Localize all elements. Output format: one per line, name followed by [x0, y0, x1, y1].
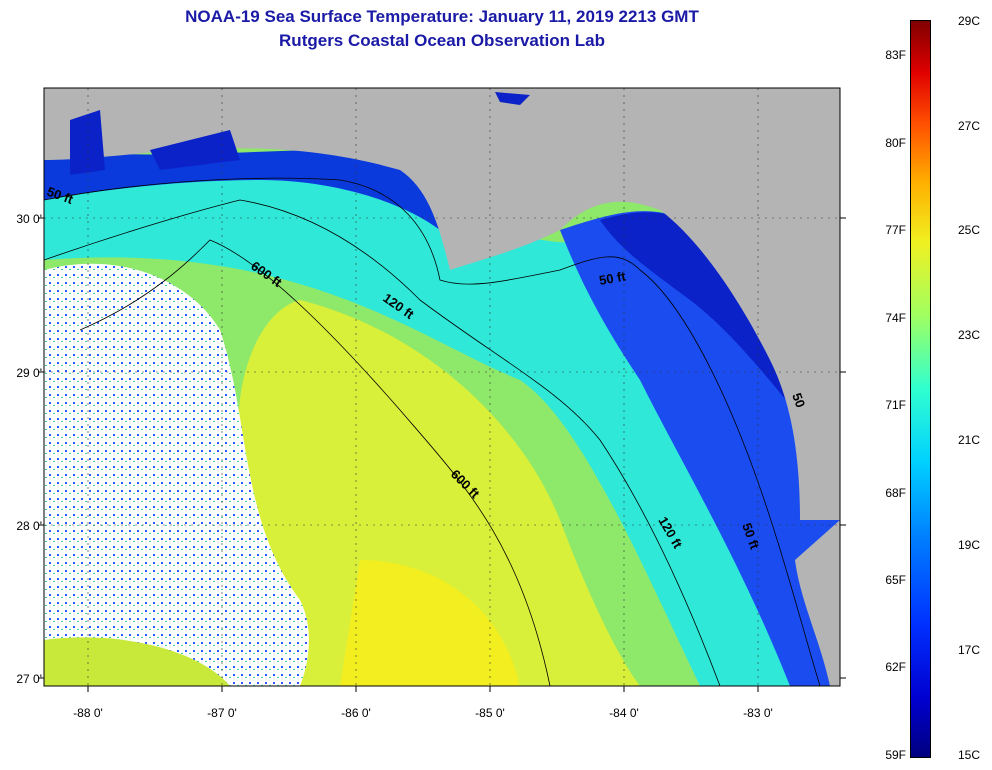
lat-tick: 28 0' [16, 519, 42, 533]
lat-tick: 29 0' [16, 366, 42, 380]
inland-lake [495, 92, 530, 105]
colorbar-c-label: 21C [958, 433, 981, 447]
lat-tick: 30 0' [16, 212, 42, 226]
colorbar-f-label: 65F [885, 573, 906, 587]
contour-50ft-east [639, 269, 821, 686]
colorbar-c-label: 17C [958, 643, 981, 657]
colorbar-c-label: 15C [958, 748, 981, 762]
lon-tick: -83 0' [743, 706, 773, 720]
contour-50ft-north [44, 177, 641, 285]
colorbar-f-label: 71F [885, 398, 906, 412]
lon-tick: -86 0' [341, 706, 371, 720]
map-subtitle: Rutgers Coastal Ocean Observation Lab [279, 31, 605, 50]
contour-120ft [44, 199, 721, 686]
contour-600ft [79, 239, 551, 686]
colorbar-c-label: 19C [958, 538, 981, 552]
colorbar-c-label: 27C [958, 119, 981, 133]
warm-water-core [340, 560, 520, 686]
temperature-colorbar [910, 20, 931, 758]
lon-tick: -88 0' [73, 706, 103, 720]
colorbar-c-label: 25C [958, 223, 981, 237]
colorbar-f-label: 68F [885, 486, 906, 500]
map-title: NOAA-19 Sea Surface Temperature: January… [185, 7, 699, 26]
lon-tick: -85 0' [475, 706, 505, 720]
southwest-warm-water [44, 637, 230, 686]
pensacola-bay [150, 130, 240, 170]
colorbar-f-label: 74F [885, 311, 906, 325]
mobile-bay [70, 110, 105, 175]
colorbar-c-label: 23C [958, 328, 981, 342]
colorbar-f-label: 83F [885, 48, 906, 62]
land-southeast [795, 520, 840, 686]
cloud-cover [44, 263, 309, 686]
contour-label: 50 [789, 391, 808, 410]
northern-coast-water [44, 150, 440, 230]
land [44, 88, 840, 520]
colorbar-f-label: 62F [885, 660, 906, 674]
colorbar-f-label: 77F [885, 223, 906, 237]
lat-tick: 27 0' [16, 672, 42, 686]
colorbar-c-label: 29C [958, 14, 981, 28]
lon-tick: -84 0' [609, 706, 639, 720]
colorbar-f-label: 59F [885, 748, 906, 762]
colorbar-f-label: 80F [885, 136, 906, 150]
contour-label: 50 ft [598, 268, 628, 288]
coldest-coastal-water [600, 212, 810, 430]
graticule [44, 88, 840, 686]
lon-tick: -87 0' [207, 706, 237, 720]
map-frame [43, 87, 841, 687]
